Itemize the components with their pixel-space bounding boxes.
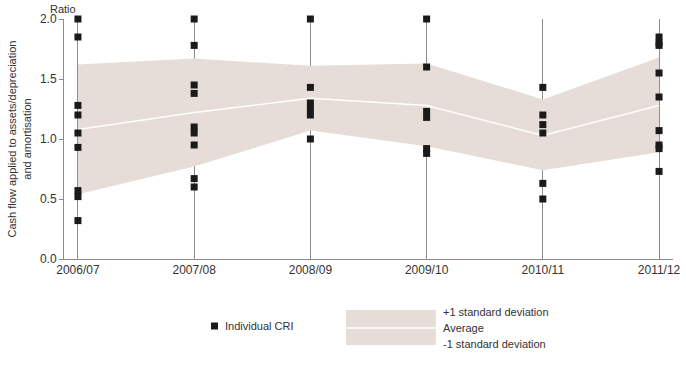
svg-text:Cash flow applied to assets/de: Cash flow applied to assets/depreciation… [6, 41, 32, 238]
svg-text:-1 standard deviation: -1 standard deviation [443, 338, 546, 350]
svg-text:1.5: 1.5 [40, 72, 57, 86]
svg-text:2008/09: 2008/09 [289, 263, 333, 277]
svg-text:Average: Average [443, 322, 484, 334]
svg-text:Individual CRI: Individual CRI [225, 320, 293, 332]
svg-text:Ratio: Ratio [50, 3, 76, 15]
svg-text:2.0: 2.0 [40, 12, 57, 26]
svg-text:2006/07: 2006/07 [56, 263, 100, 277]
svg-text:1.0: 1.0 [40, 132, 57, 146]
svg-text:2010/11: 2010/11 [522, 263, 565, 277]
svg-text:2009/10: 2009/10 [405, 263, 449, 277]
svg-text:0.5: 0.5 [40, 192, 57, 206]
svg-text:2011/12: 2011/12 [638, 263, 681, 277]
svg-text:0.0: 0.0 [40, 252, 57, 266]
svg-text:2007/08: 2007/08 [172, 263, 216, 277]
svg-text:+1 standard deviation: +1 standard deviation [443, 306, 549, 318]
